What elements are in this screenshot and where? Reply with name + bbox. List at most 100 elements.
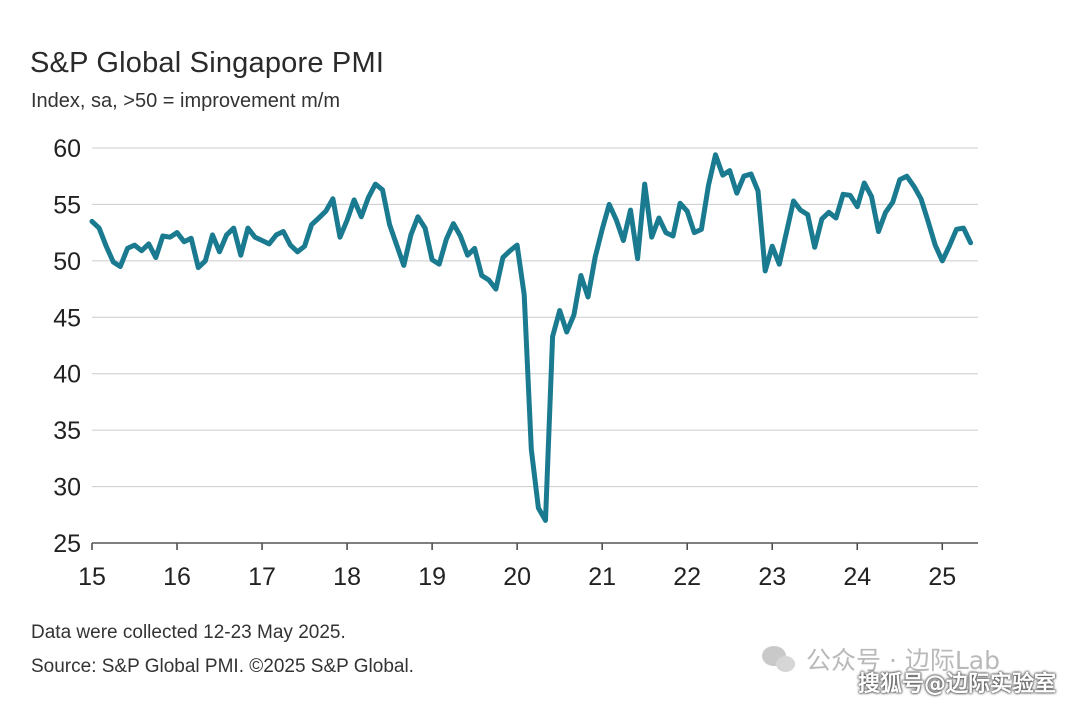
data-point: [770, 244, 775, 249]
y-tick-label: 35: [53, 417, 81, 445]
data-point: [734, 191, 739, 196]
data-point: [415, 214, 420, 219]
data-point: [912, 184, 917, 189]
x-axis-ticks: 15 16 17 18 19 20 21 22 23 24 25: [78, 542, 978, 591]
x-tick-label: 24: [843, 563, 871, 591]
data-point: [274, 232, 279, 237]
data-point: [430, 257, 435, 262]
data-point: [671, 234, 676, 239]
data-point: [281, 229, 286, 234]
data-point: [685, 209, 690, 214]
wechat-watermark-text: 公众号 · 边际Lab: [806, 646, 1000, 675]
x-tick-label: 21: [588, 563, 616, 591]
x-tick-label: 16: [163, 563, 191, 591]
data-point: [168, 235, 173, 240]
data-point: [500, 255, 505, 260]
data-point: [472, 246, 477, 251]
data-point: [146, 241, 151, 246]
data-point: [401, 263, 406, 268]
data-point: [642, 182, 647, 187]
data-point: [394, 243, 399, 248]
data-point: [834, 216, 839, 221]
data-point: [926, 219, 931, 224]
chart-subtitle: Index, sa, >50 = improvement m/m: [31, 90, 341, 112]
data-point: [408, 232, 413, 237]
data-point: [848, 193, 853, 198]
data-point: [359, 214, 364, 219]
data-point: [763, 269, 768, 274]
y-tick-label: 55: [53, 191, 81, 219]
data-point: [663, 230, 668, 235]
data-point: [614, 218, 619, 223]
data-point: [486, 278, 491, 283]
data-point: [607, 202, 612, 207]
data-point: [111, 260, 116, 265]
data-point: [529, 447, 534, 452]
data-point: [90, 219, 95, 224]
data-point: [855, 204, 860, 209]
data-point: [600, 227, 605, 232]
data-point: [649, 235, 654, 240]
data-point: [543, 518, 548, 523]
data-point: [451, 221, 456, 226]
data-point: [444, 237, 449, 242]
data-point: [536, 506, 541, 511]
chart-title: S&P Global Singapore PMI: [30, 47, 385, 79]
data-point: [805, 212, 810, 217]
data-point: [678, 201, 683, 206]
data-point: [713, 152, 718, 157]
data-point: [260, 238, 265, 243]
data-point: [741, 174, 746, 179]
data-point: [189, 236, 194, 241]
x-tick-label: 15: [78, 563, 106, 591]
data-point: [812, 245, 817, 250]
data-point: [132, 243, 137, 248]
x-tick-label: 19: [418, 563, 446, 591]
data-point: [777, 262, 782, 267]
series-line-pmi: [89, 152, 974, 523]
data-point: [345, 218, 350, 223]
data-point: [323, 209, 328, 214]
data-point: [515, 243, 520, 248]
data-point: [160, 234, 165, 239]
data-point: [635, 256, 640, 261]
data-point: [621, 238, 626, 243]
data-point: [118, 264, 123, 269]
data-point: [961, 226, 966, 231]
data-point: [196, 265, 201, 270]
data-point: [550, 334, 555, 339]
y-tick-label: 50: [53, 248, 81, 276]
data-point: [338, 235, 343, 240]
data-point: [508, 248, 513, 253]
data-point: [876, 229, 881, 234]
source-note: Source: S&P Global PMI. ©2025 S&P Global…: [31, 656, 414, 677]
data-point: [727, 168, 732, 173]
data-point: [628, 208, 633, 213]
data-point: [238, 253, 243, 258]
data-point: [288, 243, 293, 248]
data-point: [224, 232, 229, 237]
y-tick-label: 30: [53, 474, 81, 502]
data-point: [897, 177, 902, 182]
data-point: [933, 243, 938, 248]
data-point: [883, 210, 888, 215]
data-point: [352, 197, 357, 202]
data-point: [104, 244, 109, 249]
data-point: [522, 292, 527, 297]
y-axis-ticks: 25 30 35 40 45 50 55 60: [53, 135, 81, 558]
data-point: [217, 249, 222, 254]
x-tick-label: 18: [333, 563, 361, 591]
data-point: [571, 313, 576, 318]
x-tick-label: 17: [248, 563, 276, 591]
data-point: [175, 230, 180, 235]
data-point: [465, 253, 470, 258]
x-tick-label: 20: [503, 563, 531, 591]
data-point: [316, 216, 321, 221]
data-point: [586, 295, 591, 300]
y-tick-label: 60: [53, 135, 81, 163]
sohu-watermark: 搜狐号@边际实验室: [857, 672, 1056, 697]
data-point: [706, 183, 711, 188]
data-point: [841, 192, 846, 197]
data-point: [267, 241, 272, 246]
